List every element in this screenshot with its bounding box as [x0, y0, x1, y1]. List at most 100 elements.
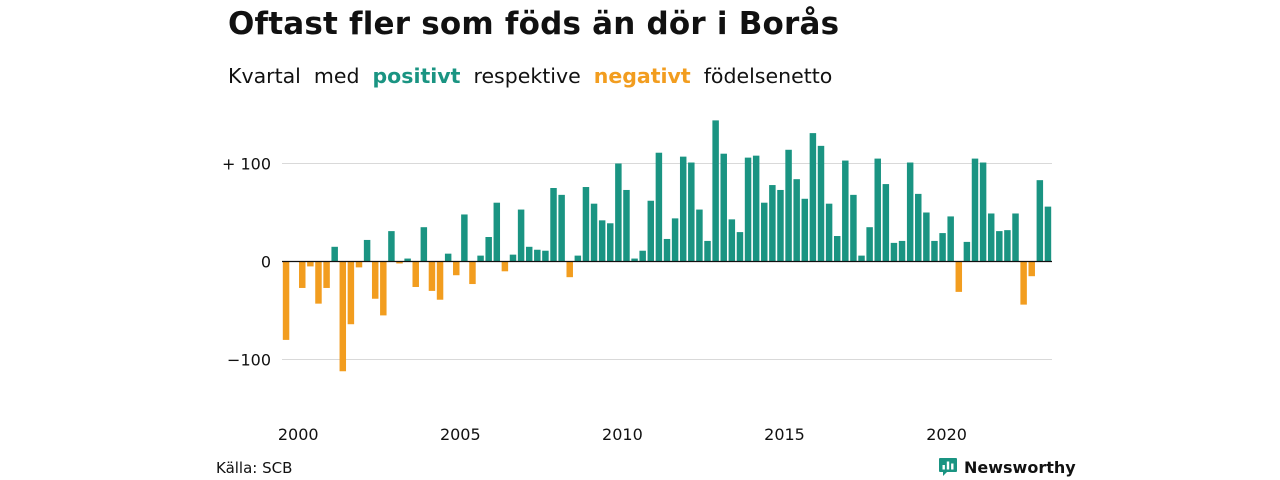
x-tick-label: 2020 — [926, 425, 967, 444]
bar-negative — [323, 261, 330, 288]
chart-title: Oftast fler som föds än dör i Borås — [228, 6, 840, 42]
bar-positive — [850, 194, 857, 262]
bar-positive — [906, 162, 914, 262]
bar-positive — [631, 258, 638, 262]
bar-positive — [842, 160, 849, 262]
x-tick-label: 2015 — [764, 425, 805, 444]
bar-negative — [469, 261, 476, 285]
bar-positive — [744, 157, 752, 262]
subtitle-negative-word: negativt — [593, 64, 691, 88]
bar-positive — [598, 220, 606, 262]
bar-positive — [461, 214, 468, 262]
bar-positive — [679, 156, 687, 262]
y-tick-label: −100 — [227, 351, 271, 370]
bar-positive — [971, 158, 979, 262]
subtitle-word-med: med — [313, 64, 360, 88]
bar-positive — [704, 240, 711, 262]
bar-positive — [607, 223, 614, 262]
bar-positive — [485, 237, 492, 262]
bar-positive — [785, 149, 792, 262]
bar-positive — [623, 189, 630, 262]
bar-positive — [444, 253, 452, 262]
bar-negative — [380, 261, 387, 316]
bar-positive — [793, 179, 800, 262]
bar-positive — [833, 236, 841, 262]
bar-positive — [534, 249, 541, 262]
chart-subtitle: Kvartal med positivt respektive negativt föde… — [228, 64, 845, 88]
bar-positive — [890, 242, 898, 262]
bar-positive — [477, 255, 484, 262]
bar-positive — [809, 133, 817, 262]
bar-positive — [939, 233, 946, 262]
bars — [282, 120, 1052, 372]
bar-negative — [347, 261, 355, 325]
bar-positive — [712, 120, 719, 262]
source-note: Källa: SCB — [216, 459, 293, 477]
brand-name: Newsworthy — [964, 457, 1076, 477]
bar-positive — [331, 246, 338, 262]
bar-positive — [525, 246, 533, 262]
bar-negative — [282, 261, 290, 340]
bar-positive — [761, 202, 768, 262]
bar-positive — [509, 254, 517, 262]
bar-positive — [688, 162, 695, 262]
bar-negative — [355, 261, 363, 268]
bar-negative — [299, 261, 306, 288]
bar-positive — [752, 155, 760, 262]
bar-positive — [996, 231, 1003, 262]
bar-negative — [436, 261, 444, 300]
bar-negative — [371, 261, 379, 299]
bar-positive — [639, 250, 646, 262]
bar-positive — [363, 239, 371, 262]
bar-positive — [882, 184, 890, 262]
bar-negative — [307, 261, 314, 267]
bar-positive — [915, 193, 922, 262]
bar-positive — [1044, 206, 1052, 262]
bar-positive — [947, 216, 954, 262]
bar-positive — [987, 213, 995, 262]
bar-positive — [1004, 230, 1011, 262]
bar-negative — [339, 261, 347, 372]
brand-logo: Newsworthy — [938, 456, 1076, 478]
bar-positive — [404, 258, 411, 262]
bar-positive — [696, 209, 703, 262]
x-tick-label: 2010 — [602, 425, 643, 444]
bar-positive — [493, 202, 501, 262]
bar-positive — [671, 218, 679, 262]
bar-positive — [858, 255, 865, 262]
bar-positive — [777, 189, 784, 262]
bar-negative — [412, 261, 419, 287]
y-axis-labels: + 100 0 −100 — [222, 155, 271, 370]
bar-positive — [898, 240, 906, 262]
bar-positive — [801, 198, 809, 262]
bar-positive — [931, 240, 938, 262]
bar-positive — [517, 209, 525, 262]
subtitle-word-fodelsenetto: födelsenetto — [703, 64, 833, 88]
bar-positive — [388, 231, 395, 262]
bar-negative — [428, 261, 436, 291]
newsworthy-chart-bubble-icon — [939, 458, 957, 476]
gridlines — [282, 163, 1052, 360]
bar-positive — [736, 232, 744, 262]
bar-positive — [582, 187, 590, 262]
bar-positive — [923, 212, 930, 262]
bar-positive — [825, 203, 833, 262]
bar-positive — [663, 238, 671, 262]
bar-negative — [1028, 261, 1035, 277]
x-axis-labels: 2000 2005 2010 2015 2020 — [278, 425, 967, 444]
bar-positive — [1036, 180, 1044, 262]
subtitle-positive-word: positivt — [372, 64, 461, 88]
bar-positive — [558, 194, 565, 262]
bar-positive — [647, 200, 655, 262]
bar-positive — [550, 188, 557, 262]
bar-positive — [420, 227, 428, 262]
bar-positive — [655, 152, 663, 262]
bar-positive — [874, 158, 881, 262]
subtitle-word-respektive: respektive — [473, 64, 581, 88]
subtitle-word-kvartal: Kvartal — [228, 64, 301, 88]
bar-positive — [963, 241, 971, 262]
bar-negative — [315, 261, 322, 304]
x-tick-label: 2005 — [440, 425, 481, 444]
